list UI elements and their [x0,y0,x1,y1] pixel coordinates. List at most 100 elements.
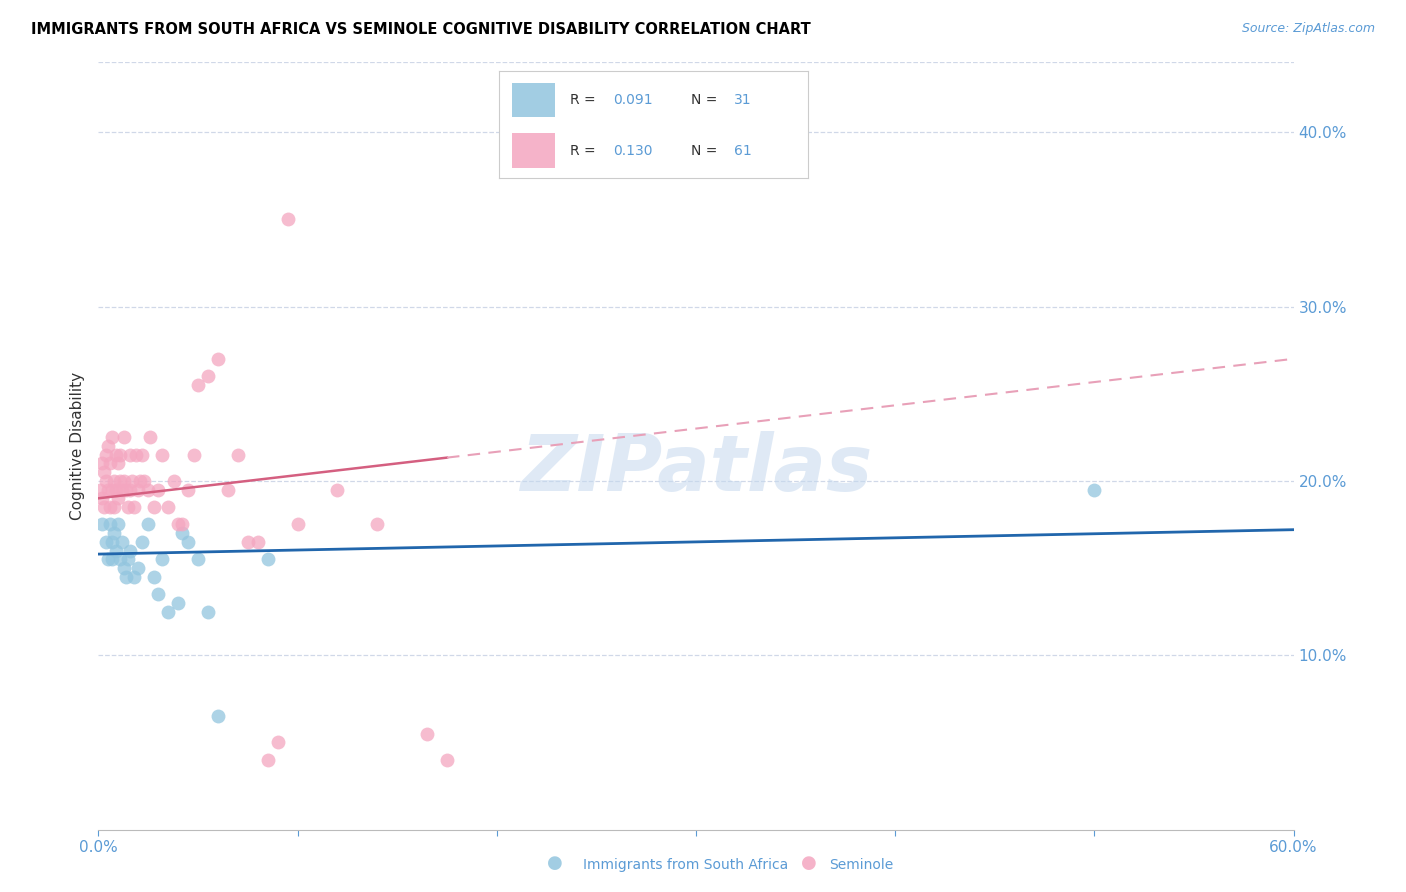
Point [103,474,125,488]
Point [96,534,118,549]
Bar [512,134,555,168]
Point [217,483,239,497]
Text: Immigrants from South Africa: Immigrants from South Africa [583,858,789,872]
Point [157,500,180,514]
Point [93,465,115,479]
Point [112,561,135,575]
Text: Seminole: Seminole [830,858,894,872]
Point [256,753,278,767]
Point [103,526,125,541]
Point [136,483,159,497]
Text: N =: N = [690,94,721,107]
Point [98,517,122,532]
Point [277,212,299,227]
Point [256,552,278,566]
Point [91,457,114,471]
Point [97,439,120,453]
Point [148,587,170,601]
Y-axis label: Cognitive Disability: Cognitive Disability [69,372,84,520]
Point [134,474,156,488]
Text: 31: 31 [734,94,752,107]
Point [127,483,149,497]
Point [110,474,132,488]
Point [105,543,128,558]
Point [267,735,290,749]
Point [416,726,439,740]
Point [124,570,146,584]
Point [187,378,209,392]
Point [96,448,118,462]
Point [136,517,159,532]
Text: ●: ● [800,855,817,872]
Point [112,474,135,488]
Point [150,448,173,462]
Point [101,430,124,444]
Point [187,552,209,566]
Point [197,369,219,384]
Text: 61: 61 [734,144,752,158]
Point [183,448,205,462]
Point [177,483,200,497]
Point [98,457,122,471]
Point [117,552,139,566]
Point [127,561,149,575]
Point [107,517,129,532]
Point [97,552,120,566]
Text: IMMIGRANTS FROM SOUTH AFRICA VS SEMINOLE COGNITIVE DISABILITY CORRELATION CHART: IMMIGRANTS FROM SOUTH AFRICA VS SEMINOLE… [31,22,811,37]
Point [111,534,134,549]
Text: ●: ● [547,855,564,872]
Point [139,430,162,444]
Point [120,543,142,558]
Point [101,483,124,497]
Text: 0.130: 0.130 [613,144,652,158]
Point [129,474,152,488]
Point [207,351,229,366]
Point [163,474,186,488]
Point [115,570,138,584]
Point [112,430,135,444]
Point [101,534,124,549]
Point [172,526,194,541]
Point [117,500,139,514]
Point [120,483,142,497]
Point [98,500,122,514]
Point [226,448,249,462]
Bar [512,83,555,118]
Point [125,448,148,462]
Text: R =: R = [571,94,600,107]
Point [246,534,269,549]
Point [150,552,173,566]
Point [93,500,115,514]
Text: Source: ZipAtlas.com: Source: ZipAtlas.com [1241,22,1375,36]
Point [131,448,153,462]
Point [97,483,120,497]
Point [105,448,128,462]
Point [167,596,190,610]
Point [111,483,134,497]
Point [167,517,190,532]
Point [96,474,118,488]
Point [197,605,219,619]
Text: N =: N = [690,144,721,158]
Point [91,491,114,506]
Point [124,500,146,514]
Point [110,448,132,462]
Point [326,483,349,497]
Point [236,534,259,549]
Point [91,517,114,532]
Text: R =: R = [571,144,600,158]
Point [89,483,111,497]
Point [107,491,129,506]
Text: ZIPatlas: ZIPatlas [520,431,872,507]
Point [148,483,170,497]
Point [207,709,229,723]
Point [131,534,153,549]
Point [143,500,166,514]
Point [1083,483,1105,497]
Point [287,517,309,532]
Point [366,517,388,532]
Point [172,517,194,532]
Point [436,753,458,767]
Point [115,483,138,497]
Point [105,483,128,497]
